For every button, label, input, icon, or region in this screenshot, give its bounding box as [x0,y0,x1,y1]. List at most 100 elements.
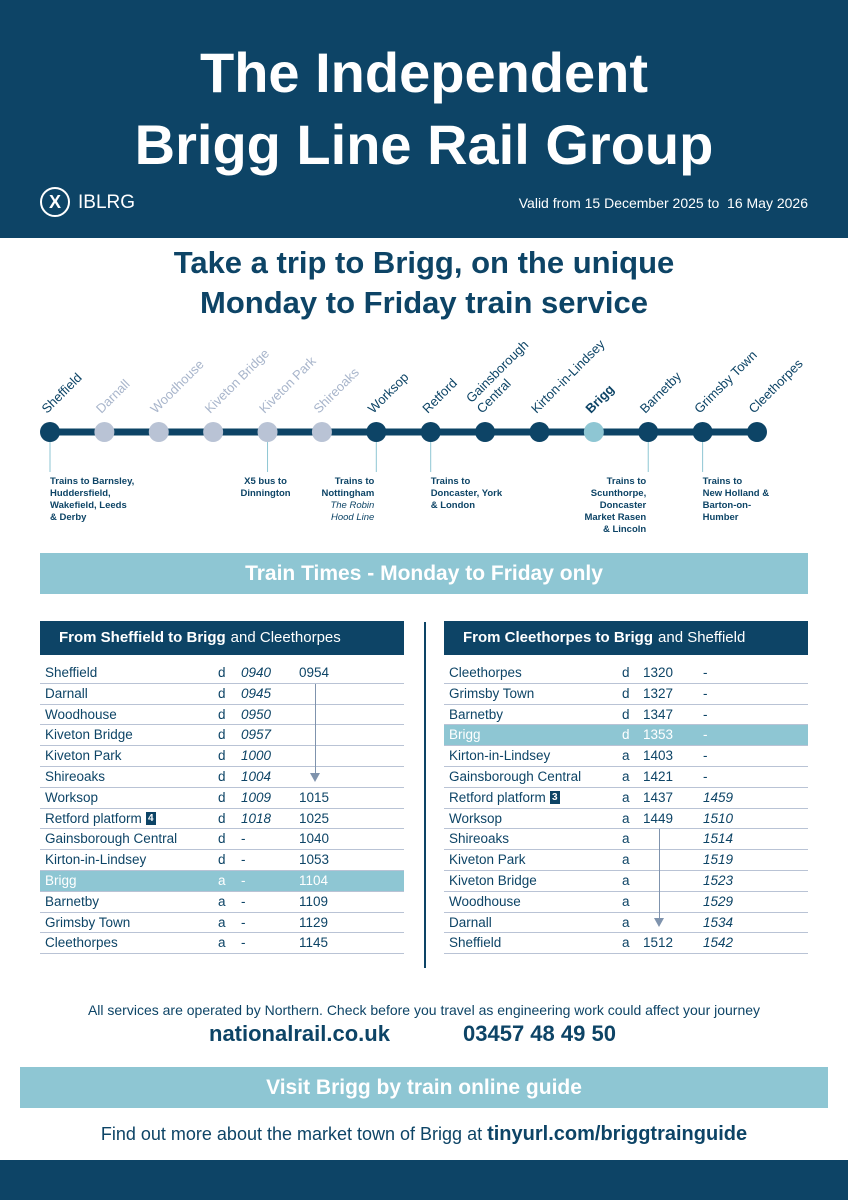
footer-bar [0,1160,848,1200]
station-note: Trains to Barnsley, Huddersfield, Wakefiel… [50,476,134,523]
table-row: Cleethorpes a - 1145 [40,933,404,955]
table-title-rest: and Cleethorpes [230,629,341,646]
station: Gainsborough Central [449,769,582,784]
table-row: Woodhouse d 0950 [40,705,404,726]
time: 1109 [299,893,329,909]
station-label: Brigg [582,381,617,416]
arr-dep: d [218,748,226,764]
station: Brigg [449,727,481,743]
station-name: Cleethorpes [746,356,807,417]
station-note: Trains to Nottingham The Robin Hood Line [322,476,375,523]
arr-dep: a [622,852,630,868]
station-name: Worksop [365,369,412,416]
table-title: From Sheffield to Brigg [59,629,226,646]
station-label: Barnetby [637,368,685,416]
time: - [703,748,708,764]
time: 1437 [643,789,674,805]
headline: Monday to Friday train service [200,285,648,320]
table-row: Kiveton Park d 1000 [40,746,404,767]
station-dot [692,422,713,442]
time: 1542 [703,935,734,951]
time: - [241,914,246,930]
time: 1534 [703,914,734,930]
station-label: Worksop [365,369,412,416]
time: 1519 [703,852,734,868]
station: Darnall [45,685,88,701]
arr-dep: a [218,873,226,888]
station-label: Cleethorpes [746,356,807,417]
table-row: Worksop d 1009 1015 [40,788,404,809]
note-line: Market Rasen [584,512,646,523]
table-row: Brigg a - 1104 [40,871,404,892]
arr-dep: d [622,665,630,680]
station-name: Retford [419,375,460,416]
phone[interactable]: 03457 48 49 50 [463,1021,616,1046]
station: Kiveton Park [449,852,526,868]
time: 1015 [299,789,330,805]
station: Woodhouse [45,706,117,722]
platform-badge: 3 [550,790,560,804]
arrow-head [310,772,320,782]
time: - [703,769,708,784]
time: 1018 [241,810,272,826]
station-note: Trains to Scunthorpe, Doncaster Market Rase… [584,476,646,535]
header [0,0,848,238]
note-line: The Robin [330,500,374,511]
note-line: Scunthorpe, [591,488,646,499]
arr-dep: d [218,852,226,868]
platform-badge: 4 [146,811,156,825]
station-name: Sheffield [39,370,85,416]
table-row: Sheffield a 1512 1542 [444,933,808,955]
arr-dep: a [622,789,630,805]
note-line: & Derby [50,512,87,523]
table-row: Kirton-in-Lindsey d - 1053 [40,850,404,871]
station: Kiveton Park [45,748,122,764]
notice: All services are operated by Northern. C… [87,1002,761,1018]
platform: platform [497,789,546,805]
station: Kirton-in-Lindsey [45,852,147,868]
note-line: Nottingham [322,488,375,499]
station: Cleethorpes [449,665,522,680]
station: Retford [449,789,494,805]
arr-dep: a [622,831,630,847]
station: Grimsby Town [449,685,535,701]
time: 1104 [299,873,329,888]
time: - [703,706,708,722]
arrow-line [315,683,316,774]
station: Kiveton Bridge [449,873,537,888]
arr-dep: a [622,893,630,909]
time: 1327 [643,685,674,701]
station: Worksop [45,789,99,805]
arr-dep: d [218,706,226,722]
note-line: & London [431,500,476,511]
time: - [703,727,708,743]
station: Retford [45,810,90,826]
title: The Independent [200,41,648,104]
arr-dep: d [218,789,226,805]
website[interactable]: nationalrail.co.uk [209,1021,390,1046]
station-label: Retford [419,375,460,416]
station-label: Shireoaks [310,364,362,416]
guide-banner: Visit Brigg by train online guide [20,1067,828,1108]
time: 1510 [703,810,734,826]
time: 1514 [703,831,734,847]
banner: Train Times - Monday to Friday only [40,553,808,594]
arr-dep: d [218,727,226,743]
station-dot [203,422,224,442]
arr-dep: a [218,914,226,930]
note-line: Doncaster, York [431,488,503,499]
table-row: Retford platform d 1018 1025 4 [40,809,404,830]
arrow-line [659,829,660,920]
station: Sheffield [45,665,98,680]
station-dot [638,422,659,442]
more-link[interactable]: tinyurl.com/briggtrainguide [487,1123,748,1145]
station-note: Trains to New Holland & Barton-on-Humber [703,476,770,523]
table-row: Brigg d 1353 - [444,725,808,747]
time: 1347 [643,706,674,722]
arr-dep: a [218,893,226,909]
station-dot [529,422,550,442]
time: 1009 [241,789,272,805]
time: 1053 [299,852,330,868]
station: Grimsby Town [45,914,131,930]
